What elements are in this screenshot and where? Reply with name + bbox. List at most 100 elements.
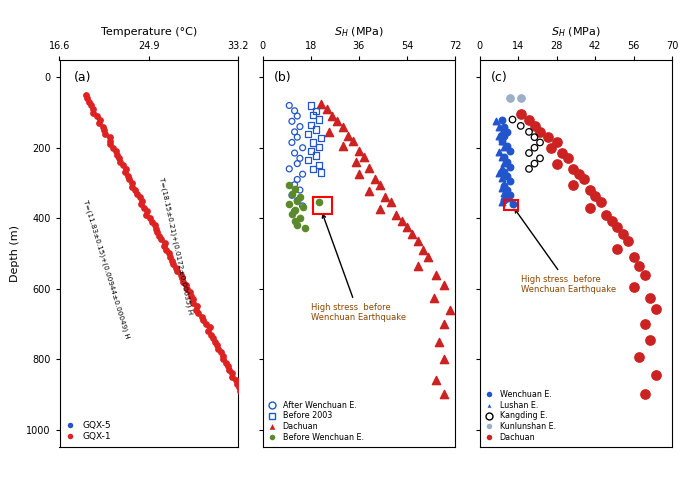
Point bbox=[163, 249, 174, 257]
Point bbox=[529, 133, 540, 141]
Point bbox=[423, 253, 434, 261]
Point bbox=[316, 168, 327, 176]
Point bbox=[289, 185, 300, 193]
Point bbox=[120, 168, 131, 176]
Point bbox=[42, 211, 53, 219]
Point bbox=[504, 177, 515, 185]
Point bbox=[496, 198, 507, 206]
Point bbox=[38, 197, 49, 205]
Point bbox=[568, 165, 579, 173]
Point bbox=[650, 305, 661, 313]
Point bbox=[43, 218, 55, 226]
Point bbox=[105, 137, 116, 145]
Point bbox=[385, 198, 396, 206]
Point bbox=[444, 306, 455, 314]
Point bbox=[501, 158, 512, 166]
Point bbox=[159, 243, 170, 250]
Point bbox=[542, 133, 554, 141]
Point bbox=[496, 174, 507, 182]
Point bbox=[167, 256, 178, 264]
Point bbox=[170, 263, 181, 271]
Point bbox=[246, 412, 258, 419]
Point bbox=[507, 116, 518, 124]
Point bbox=[534, 155, 545, 163]
Point bbox=[292, 133, 303, 141]
Point bbox=[501, 142, 512, 150]
Point bbox=[284, 101, 295, 109]
Point bbox=[310, 152, 321, 160]
Point bbox=[178, 278, 189, 286]
Point bbox=[573, 170, 584, 178]
Point bbox=[99, 126, 110, 134]
Point bbox=[150, 221, 161, 229]
Point bbox=[289, 107, 300, 115]
Point bbox=[308, 111, 319, 119]
Point bbox=[247, 408, 258, 416]
Point bbox=[529, 160, 540, 167]
Point bbox=[292, 221, 303, 229]
Point bbox=[297, 203, 308, 211]
Point bbox=[374, 181, 386, 189]
Point bbox=[237, 394, 248, 402]
Point bbox=[323, 128, 335, 136]
Point bbox=[94, 116, 106, 124]
Point bbox=[308, 165, 319, 173]
Point bbox=[498, 159, 510, 166]
Point bbox=[391, 211, 402, 219]
Point bbox=[25, 147, 36, 155]
Point bbox=[232, 380, 243, 388]
Point bbox=[15, 116, 26, 124]
Point bbox=[606, 217, 617, 225]
Point bbox=[185, 288, 196, 296]
Point bbox=[208, 334, 219, 342]
Point bbox=[504, 163, 515, 171]
Point bbox=[243, 401, 254, 409]
Point bbox=[41, 207, 52, 215]
Point bbox=[407, 230, 418, 238]
Point bbox=[29, 162, 40, 169]
Text: T=(18.15±0.21)+(0.0172±0.00035) H: T=(18.15±0.21)+(0.0172±0.00035) H bbox=[158, 176, 193, 315]
Point bbox=[496, 164, 507, 172]
Point bbox=[634, 353, 645, 361]
Point bbox=[353, 170, 364, 178]
Point bbox=[515, 122, 526, 130]
Point bbox=[501, 128, 512, 136]
Point bbox=[439, 391, 450, 399]
Point bbox=[297, 170, 308, 178]
Point bbox=[494, 123, 505, 131]
Point bbox=[132, 189, 143, 197]
Point bbox=[141, 207, 153, 215]
Point bbox=[200, 320, 211, 328]
Point bbox=[159, 239, 170, 247]
Point bbox=[439, 355, 450, 363]
Point bbox=[289, 217, 300, 225]
Point bbox=[491, 117, 502, 125]
Point bbox=[501, 194, 512, 202]
Point bbox=[498, 182, 510, 190]
Point bbox=[37, 193, 48, 201]
Point bbox=[167, 260, 178, 268]
Point bbox=[176, 271, 187, 279]
Point bbox=[578, 175, 589, 183]
Point bbox=[364, 164, 375, 172]
Point bbox=[439, 320, 450, 328]
Point bbox=[551, 160, 562, 167]
Point bbox=[305, 147, 316, 155]
Point bbox=[289, 128, 300, 136]
Point bbox=[41, 214, 52, 222]
Point bbox=[639, 320, 650, 328]
Point bbox=[292, 197, 303, 205]
Point bbox=[337, 142, 349, 150]
X-axis label: Temperature (°C): Temperature (°C) bbox=[101, 27, 197, 37]
Point bbox=[524, 128, 535, 136]
Point bbox=[223, 366, 234, 374]
Point bbox=[213, 344, 224, 352]
Point bbox=[534, 139, 545, 147]
Point bbox=[110, 147, 121, 155]
Point bbox=[196, 313, 207, 321]
Point bbox=[191, 306, 202, 314]
Point bbox=[433, 337, 444, 345]
Point bbox=[14, 112, 25, 120]
Point bbox=[20, 137, 32, 145]
Point bbox=[91, 112, 102, 120]
